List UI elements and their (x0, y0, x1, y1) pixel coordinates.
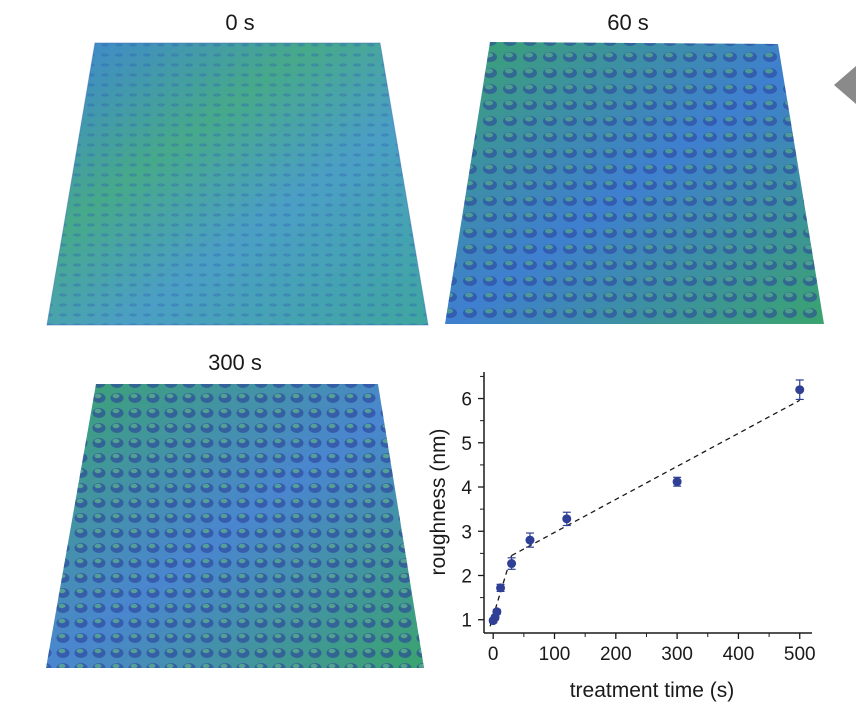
data-point (492, 607, 502, 617)
chart-axes: 0 100 200 300 400 500 1 2 3 4 5 6 (461, 372, 816, 665)
data-point (507, 559, 517, 569)
x-tick-label: 100 (539, 644, 571, 665)
x-tick-label: 200 (600, 644, 632, 665)
y-tick-label: 6 (461, 390, 472, 411)
fit-lines (489, 399, 801, 627)
previous-arrow-icon[interactable] (834, 66, 856, 104)
y-tick-label: 2 (461, 566, 472, 587)
surface-0s (46, 42, 429, 326)
y-tick-label: 1 (461, 611, 472, 632)
data-point (672, 477, 682, 487)
y-tick-label: 3 (461, 522, 472, 543)
x-tick-label: 500 (784, 644, 816, 665)
x-axis-label: treatment time (s) (570, 679, 735, 702)
data-point (562, 514, 572, 524)
surface-60s (445, 42, 824, 324)
x-tick-label: 400 (723, 644, 755, 665)
panel-title-60s: 60 s (607, 10, 649, 35)
y-axis-label: roughness (nm) (427, 428, 450, 575)
x-tick-label: 300 (661, 644, 693, 665)
y-tick-label: 5 (461, 434, 472, 455)
panel-title-300s: 300 s (208, 350, 262, 375)
data-points (488, 379, 805, 626)
x-tick-label: 0 (488, 644, 499, 665)
panel-title-0s: 0 s (225, 10, 255, 35)
surface-300s (46, 384, 424, 668)
y-tick-label: 4 (461, 478, 472, 499)
data-point (525, 535, 535, 545)
data-point (795, 385, 805, 395)
fit-line (511, 399, 801, 557)
data-point (496, 583, 506, 593)
